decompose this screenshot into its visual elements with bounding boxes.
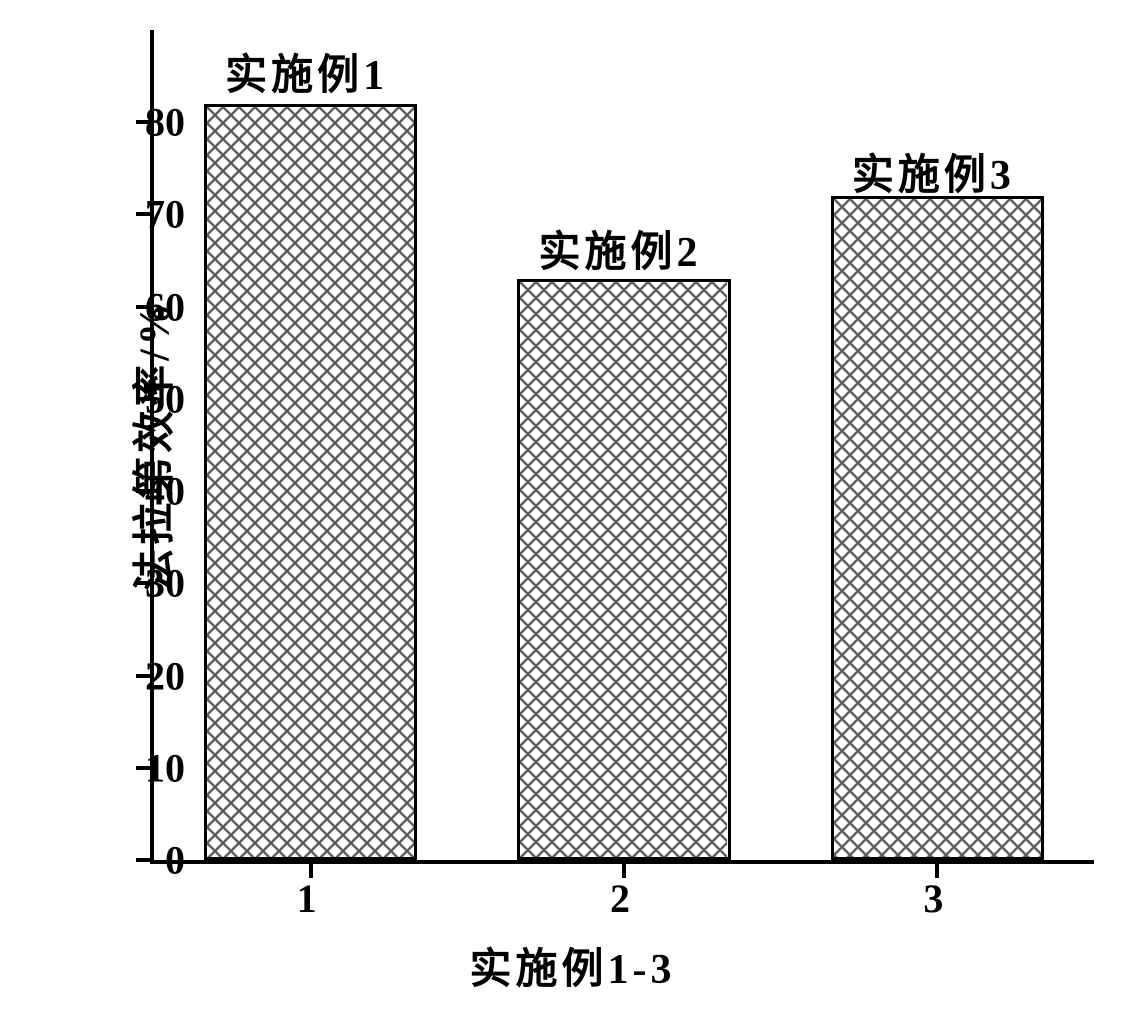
y-tick-label: 10 — [105, 744, 185, 791]
y-tick-label: 60 — [105, 283, 185, 330]
y-tick-label: 50 — [105, 375, 185, 422]
y-tick-label: 0 — [105, 837, 185, 884]
bar — [204, 104, 417, 860]
x-tick-label: 1 — [297, 875, 317, 922]
bar — [517, 279, 730, 860]
bar-label: 实施例3 — [852, 141, 1015, 202]
y-tick-label: 70 — [105, 191, 185, 238]
y-tick-label: 30 — [105, 560, 185, 607]
bar-label: 实施例2 — [538, 218, 701, 279]
chart-container: 法拉第效率/% 实施例1-3 010203040506070801实施例12实施… — [0, 0, 1145, 1011]
bar-label: 实施例1 — [225, 41, 388, 102]
x-tick-label: 2 — [610, 875, 630, 922]
y-tick-label: 80 — [105, 99, 185, 146]
y-tick-label: 20 — [105, 652, 185, 699]
x-axis-label: 实施例1-3 — [470, 935, 676, 996]
y-tick-label: 40 — [105, 468, 185, 515]
bar — [831, 196, 1044, 860]
x-tick-label: 3 — [923, 875, 943, 922]
